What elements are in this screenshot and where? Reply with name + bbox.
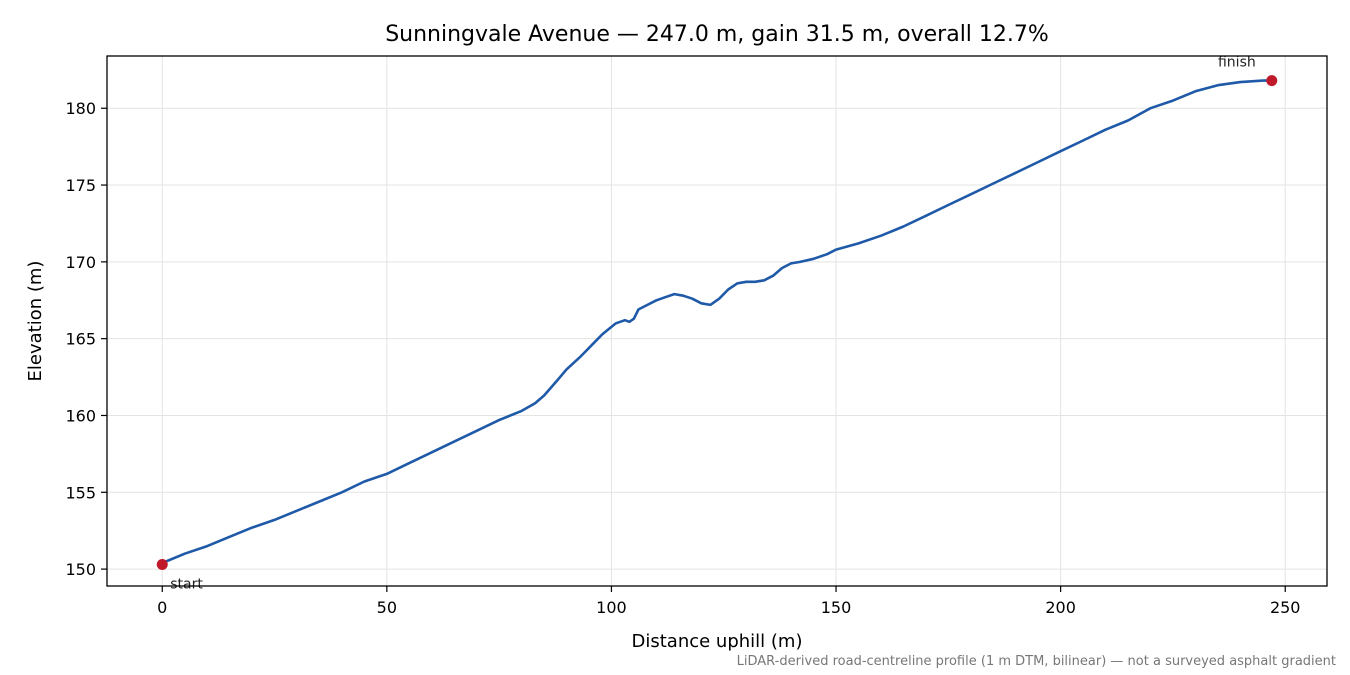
x-tick-label: 0 xyxy=(157,598,167,617)
finish-annotation: finish xyxy=(1218,55,1256,71)
x-tick-label: 50 xyxy=(377,598,397,617)
y-tick-label: 150 xyxy=(65,560,96,579)
y-tick-label: 155 xyxy=(65,483,96,502)
y-axis-ticks: 150 155 160 165 170 175 180 xyxy=(65,99,107,579)
grid-lines xyxy=(107,56,1327,586)
x-tick-label: 100 xyxy=(596,598,627,617)
start-marker xyxy=(156,558,168,570)
x-tick-label: 200 xyxy=(1045,598,1076,617)
x-tick-label: 250 xyxy=(1270,598,1301,617)
x-axis-label: Distance uphill (m) xyxy=(632,631,803,652)
y-tick-label: 180 xyxy=(65,99,96,118)
y-tick-label: 160 xyxy=(65,406,96,425)
y-tick-label: 165 xyxy=(65,330,96,349)
x-axis-ticks: 0 50 100 150 200 250 xyxy=(157,586,1300,617)
y-tick-label: 170 xyxy=(65,253,96,272)
chart-title: Sunningvale Avenue — 247.0 m, gain 31.5 … xyxy=(385,22,1049,47)
series-layer xyxy=(161,79,1273,565)
finish-marker xyxy=(1266,75,1278,87)
plot-frame xyxy=(106,55,1328,587)
y-tick-label: 175 xyxy=(65,176,96,195)
chart-footnote: LiDAR-derived road-centreline profile (1… xyxy=(737,654,1336,669)
y-axis-label: Elevation (m) xyxy=(25,261,46,382)
x-tick-label: 150 xyxy=(821,598,852,617)
elevation-series-line xyxy=(161,79,1273,565)
marker-layer: start finish xyxy=(156,55,1278,592)
start-annotation: start xyxy=(170,576,203,592)
